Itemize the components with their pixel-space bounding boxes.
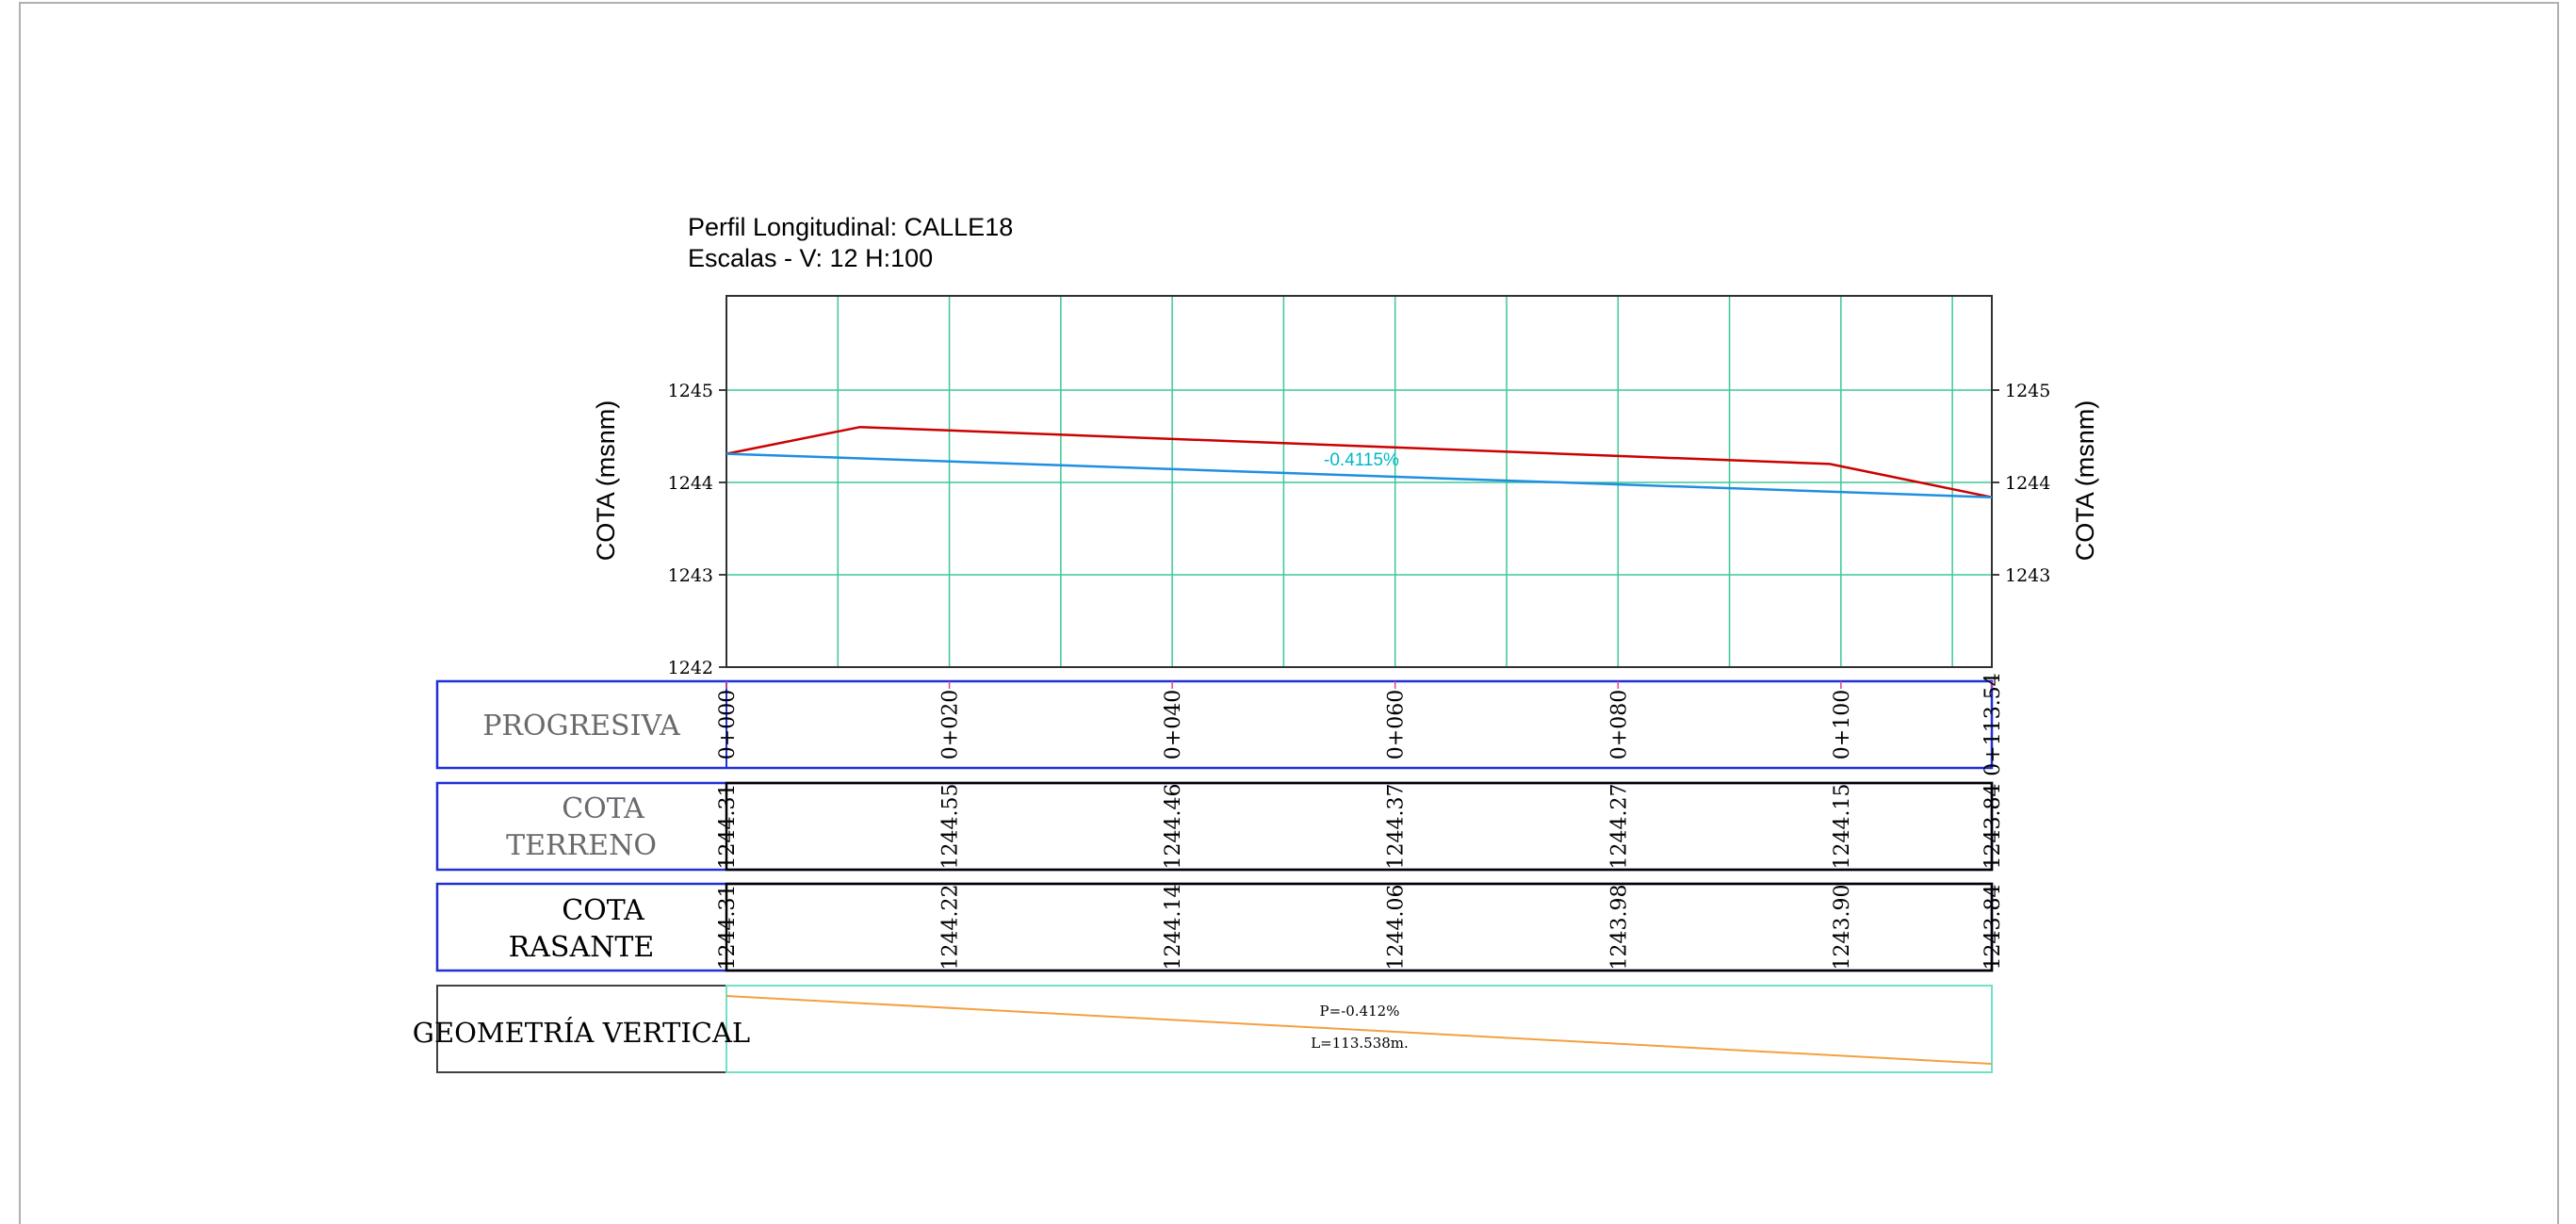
- progresiva-label: PROGRESIVA: [482, 710, 680, 743]
- terreno-value: 1243.84: [1981, 784, 2005, 870]
- band-rasante-frame: [435, 882, 1994, 972]
- band-progresiva-frame: [435, 679, 1994, 770]
- progresiva-value: 0+000: [716, 690, 740, 759]
- chart-frame: [726, 295, 1993, 668]
- geometria-length-text: L=113.538m.: [1311, 1035, 1409, 1052]
- progresiva-value: 0+060: [1385, 690, 1409, 759]
- grade-line: [726, 452, 1993, 498]
- horizontal-gridlines: [719, 389, 1999, 668]
- y-tick-left: 1243: [668, 565, 713, 586]
- terrain-line: [726, 425, 1993, 498]
- rasante-value: 1243.98: [1607, 885, 1631, 971]
- vertical-gridlines: [837, 296, 1953, 667]
- band-progresiva: PROGRESIVA 0+000 0+020 0+040 0+060 0+080 0+10…: [435, 673, 2005, 776]
- terreno-value: 1244.46: [1162, 784, 1185, 870]
- progresiva-values: 0+000 0+020 0+040 0+060 0+080 0+100 0+113.54: [716, 673, 2005, 775]
- grade-slope-label: -0.4115%: [1324, 450, 1399, 470]
- band-cota-terreno: COTA TERRENO 1244.31 1244.55 1244.46 1244.3…: [435, 781, 2005, 872]
- rasante-value: 1243.90: [1831, 885, 1854, 971]
- rasante-value: 1244.06: [1385, 885, 1409, 971]
- terreno-value: 1244.55: [939, 784, 963, 870]
- rasante-value: 1244.22: [939, 885, 963, 971]
- terreno-label-line1: COTA: [562, 792, 644, 825]
- geometria-grade-line: [726, 995, 1993, 1065]
- sheet-border: [19, 2, 2559, 1224]
- scale-subtitle: Escalas - V: 12 H:100: [688, 244, 933, 272]
- y-axis-ticks: 1245 1244 1243 1242 1245 1244 1243: [668, 381, 2051, 678]
- geometria-data-frame: [726, 985, 1993, 1073]
- y-tick-left: 1242: [668, 658, 713, 678]
- terreno-value: 1244.31: [716, 784, 740, 870]
- progresiva-value: 0+080: [1607, 690, 1631, 759]
- rasante-value: 1244.14: [1162, 885, 1185, 971]
- terreno-label-line2: TERRENO: [506, 829, 657, 862]
- profile-chart: -0.4115% 1245 1244 1243 1242 1245 1244 1…: [668, 295, 2051, 678]
- rasante-label-line1: COTA: [562, 894, 644, 927]
- band-terreno-data-frame: [725, 781, 1994, 872]
- y-tick-right: 1245: [2005, 381, 2050, 401]
- terreno-value: 1244.37: [1385, 784, 1409, 870]
- rasante-value: 1244.31: [716, 885, 740, 971]
- terreno-value: 1244.15: [1831, 784, 1854, 870]
- geometria-label: GEOMETRÍA VERTICAL: [413, 1016, 750, 1049]
- progresiva-value: 0+040: [1162, 690, 1185, 759]
- geometria-slope-text: P=-0.412%: [1320, 1003, 1400, 1020]
- profile-series: [726, 425, 1993, 498]
- y-tick-right: 1244: [2005, 473, 2050, 494]
- rasante-value: 1243.84: [1981, 885, 2005, 971]
- band-cota-rasante: COTA RASANTE 1244.31 1244.22 1244.14 1244.0…: [435, 882, 2005, 972]
- left-axis-label: COTA (msnm): [592, 400, 620, 562]
- rasante-label-line2: RASANTE: [509, 931, 655, 964]
- band-terreno-frame: [435, 781, 1994, 872]
- y-tick-left: 1244: [668, 473, 713, 494]
- progresiva-value: 0+113.54: [1981, 673, 2005, 775]
- y-tick-left: 1245: [668, 381, 713, 401]
- y-tick-right: 1243: [2005, 565, 2050, 586]
- band-rasante-data-frame: [725, 882, 1994, 972]
- band-geometria-vertical: GEOMETRÍA VERTICAL P=-0.412% L=113.538m.: [413, 985, 1993, 1073]
- progresiva-value: 0+100: [1831, 690, 1854, 759]
- progresiva-value: 0+020: [939, 690, 963, 759]
- terreno-value: 1244.27: [1607, 784, 1631, 870]
- terreno-values: 1244.31 1244.55 1244.46 1244.37 1244.27 1244.…: [716, 784, 2005, 870]
- profile-title: Perfil Longitudinal: CALLE18: [688, 213, 1013, 241]
- rasante-values: 1244.31 1244.22 1244.14 1244.06 1243.98 1243.…: [716, 885, 2005, 971]
- right-axis-label: COTA (msnm): [2071, 400, 2099, 562]
